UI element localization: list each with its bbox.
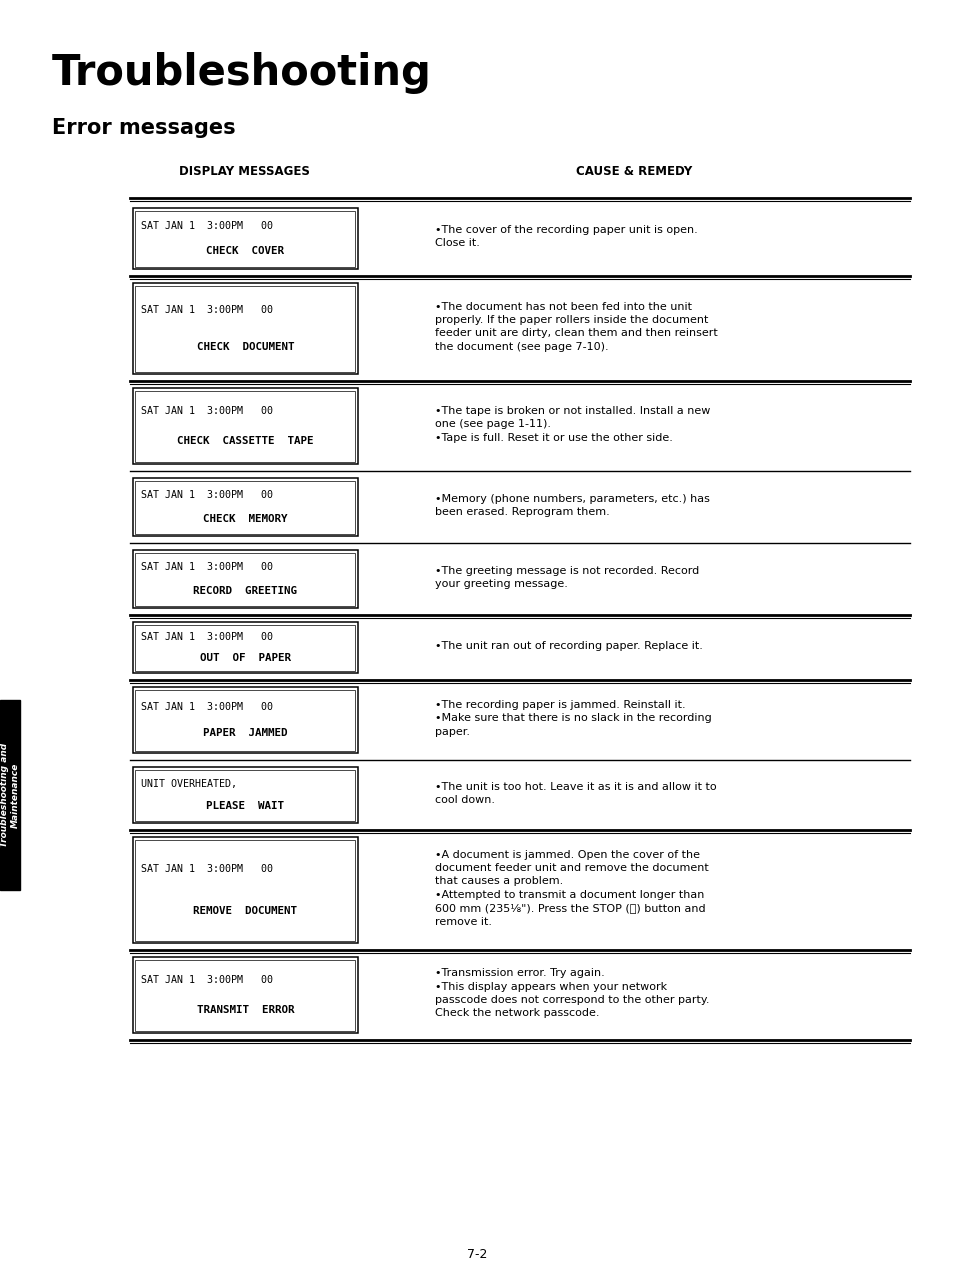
Text: Check the network passcode.: Check the network passcode.: [435, 1008, 598, 1019]
Text: SAT JAN 1  3:00PM   00: SAT JAN 1 3:00PM 00: [141, 633, 273, 642]
Text: •The document has not been fed into the unit: •The document has not been fed into the …: [435, 301, 691, 311]
Text: •This display appears when your network: •This display appears when your network: [435, 981, 666, 992]
Bar: [135, 211, 355, 266]
Bar: [132, 388, 357, 464]
Text: SAT JAN 1  3:00PM   00: SAT JAN 1 3:00PM 00: [141, 221, 273, 231]
Text: Troubleshooting: Troubleshooting: [52, 51, 432, 94]
Text: CHECK  COVER: CHECK COVER: [206, 246, 284, 256]
Text: PLEASE  WAIT: PLEASE WAIT: [206, 801, 284, 811]
Text: SAT JAN 1  3:00PM   00: SAT JAN 1 3:00PM 00: [141, 864, 273, 873]
Bar: [135, 959, 355, 1030]
Bar: [132, 687, 357, 754]
Text: •A document is jammed. Open the cover of the: •A document is jammed. Open the cover of…: [435, 850, 700, 859]
Bar: [135, 840, 355, 940]
Text: 600 mm (235⅛"). Press the STOP (Ⓤ) button and: 600 mm (235⅛"). Press the STOP (Ⓤ) butto…: [435, 904, 705, 913]
Text: SAT JAN 1  3:00PM   00: SAT JAN 1 3:00PM 00: [141, 490, 273, 500]
Bar: [0, 700, 20, 890]
Text: one (see page 1-11).: one (see page 1-11).: [435, 419, 551, 430]
Text: •The unit is too hot. Leave it as it is and allow it to: •The unit is too hot. Leave it as it is …: [435, 782, 716, 791]
Text: •The greeting message is not recorded. Record: •The greeting message is not recorded. R…: [435, 566, 699, 576]
Text: passcode does not correspond to the other party.: passcode does not correspond to the othe…: [435, 995, 709, 1004]
Text: Close it.: Close it.: [435, 238, 479, 248]
Text: the document (see page 7-10).: the document (see page 7-10).: [435, 342, 608, 352]
Text: OUT  OF  PAPER: OUT OF PAPER: [200, 653, 291, 662]
Bar: [135, 769, 355, 820]
Text: •The tape is broken or not installed. Install a new: •The tape is broken or not installed. In…: [435, 406, 710, 415]
Bar: [135, 285, 355, 372]
Text: TRANSMIT  ERROR: TRANSMIT ERROR: [196, 1006, 294, 1015]
Bar: [132, 837, 357, 943]
Text: Error messages: Error messages: [52, 118, 235, 138]
Text: REMOVE  DOCUMENT: REMOVE DOCUMENT: [193, 907, 297, 916]
Text: remove it.: remove it.: [435, 917, 492, 927]
Text: document feeder unit and remove the document: document feeder unit and remove the docu…: [435, 863, 708, 873]
Bar: [132, 478, 357, 536]
Text: •Make sure that there is no slack in the recording: •Make sure that there is no slack in the…: [435, 714, 711, 723]
Text: DISPLAY MESSAGES: DISPLAY MESSAGES: [178, 165, 309, 177]
Bar: [135, 625, 355, 670]
Text: cool down.: cool down.: [435, 795, 495, 805]
Text: that causes a problem.: that causes a problem.: [435, 877, 562, 886]
Text: SAT JAN 1  3:00PM   00: SAT JAN 1 3:00PM 00: [141, 406, 273, 415]
Text: properly. If the paper rollers inside the document: properly. If the paper rollers inside th…: [435, 315, 708, 325]
Text: •Attempted to transmit a document longer than: •Attempted to transmit a document longer…: [435, 890, 703, 900]
Text: RECORD  GREETING: RECORD GREETING: [193, 585, 297, 595]
Text: feeder unit are dirty, clean them and then reinsert: feeder unit are dirty, clean them and th…: [435, 328, 717, 338]
Text: CHECK  DOCUMENT: CHECK DOCUMENT: [196, 342, 294, 351]
Text: CHECK  CASSETTE  TAPE: CHECK CASSETTE TAPE: [177, 436, 314, 446]
Text: •The recording paper is jammed. Reinstall it.: •The recording paper is jammed. Reinstal…: [435, 700, 685, 710]
Text: •Transmission error. Try again.: •Transmission error. Try again.: [435, 968, 604, 977]
Text: 7-2: 7-2: [466, 1249, 487, 1262]
Text: CHECK  MEMORY: CHECK MEMORY: [203, 513, 288, 523]
Text: CAUSE & REMEDY: CAUSE & REMEDY: [576, 165, 691, 177]
Text: •Memory (phone numbers, parameters, etc.) has: •Memory (phone numbers, parameters, etc.…: [435, 494, 709, 504]
Bar: [132, 766, 357, 823]
Text: been erased. Reprogram them.: been erased. Reprogram them.: [435, 507, 609, 517]
Bar: [135, 391, 355, 462]
Bar: [132, 283, 357, 374]
Bar: [132, 622, 357, 673]
Text: •The unit ran out of recording paper. Replace it.: •The unit ran out of recording paper. Re…: [435, 640, 702, 651]
Bar: [132, 550, 357, 608]
Text: •The cover of the recording paper unit is open.: •The cover of the recording paper unit i…: [435, 225, 697, 235]
Text: SAT JAN 1  3:00PM   00: SAT JAN 1 3:00PM 00: [141, 702, 273, 711]
Bar: [135, 689, 355, 751]
Text: •Tape is full. Reset it or use the other side.: •Tape is full. Reset it or use the other…: [435, 433, 672, 442]
Text: SAT JAN 1  3:00PM   00: SAT JAN 1 3:00PM 00: [141, 975, 273, 985]
Bar: [132, 208, 357, 269]
Text: paper.: paper.: [435, 727, 470, 737]
Text: SAT JAN 1  3:00PM   00: SAT JAN 1 3:00PM 00: [141, 305, 273, 315]
Text: PAPER  JAMMED: PAPER JAMMED: [203, 728, 288, 738]
Bar: [135, 481, 355, 534]
Text: SAT JAN 1  3:00PM   00: SAT JAN 1 3:00PM 00: [141, 562, 273, 572]
Text: UNIT OVERHEATED,: UNIT OVERHEATED,: [141, 779, 236, 788]
Text: Troubleshooting and
Maintenance: Troubleshooting and Maintenance: [0, 743, 20, 847]
Bar: [132, 957, 357, 1033]
Text: your greeting message.: your greeting message.: [435, 579, 567, 589]
Bar: [135, 553, 355, 606]
